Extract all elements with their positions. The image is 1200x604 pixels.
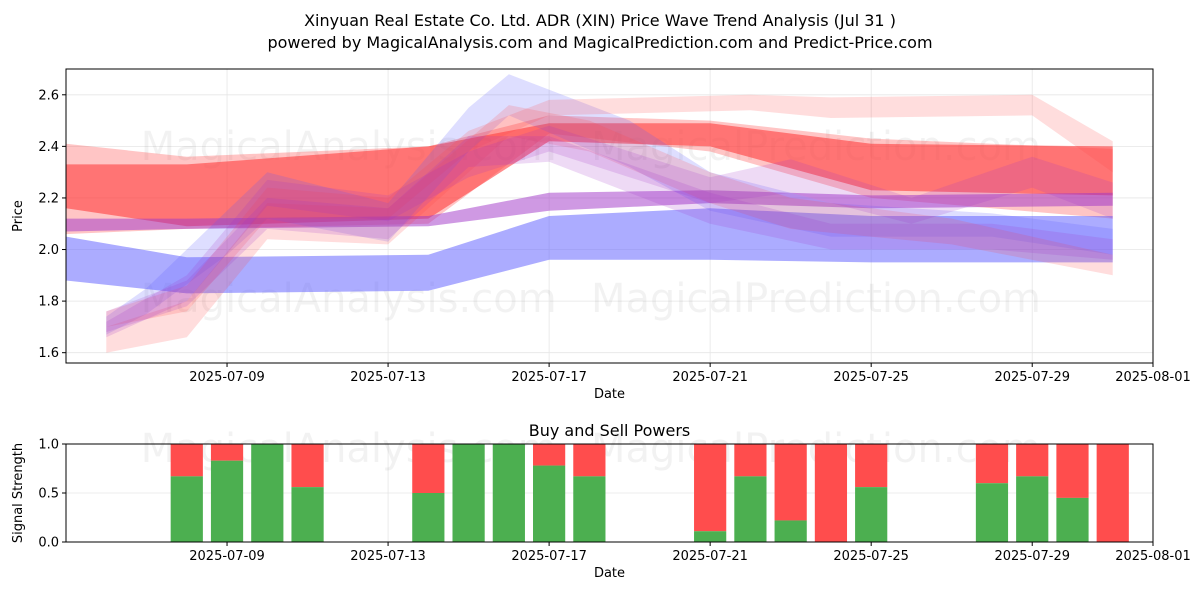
buy-bar <box>573 476 606 542</box>
y-tick-label: 2.4 <box>38 140 59 155</box>
price-panel: MagicalAnalysis.comMagicalPrediction.com… <box>11 68 1191 402</box>
x-tick-label: 2025-07-29 <box>994 549 1070 564</box>
buy-bar <box>170 476 203 542</box>
wave-band-blue <box>106 74 1113 335</box>
signal-panel: MagicalAnalysis.comMagicalPrediction.com… <box>11 421 1191 581</box>
buy-bar <box>734 476 767 542</box>
buy-bar <box>492 444 525 542</box>
x-tick-label: 2025-07-13 <box>350 370 426 385</box>
y-tick-label: 2.0 <box>38 243 59 258</box>
buy-bar <box>855 487 888 542</box>
wave-band-blue <box>66 208 1113 294</box>
buy-bar <box>694 531 727 542</box>
x-axis-label: Date <box>594 387 625 402</box>
sell-bar <box>170 444 203 477</box>
wave-bands <box>66 74 1113 353</box>
sell-bar <box>291 444 324 488</box>
x-tick-label: 2025-07-09 <box>189 549 265 564</box>
buy-bar <box>975 483 1009 542</box>
buy-bar <box>774 520 807 542</box>
chart-title-line2: powered by MagicalAnalysis.com and Magic… <box>267 33 932 52</box>
buy-bar <box>251 444 284 542</box>
chart-title-line1: Xinyuan Real Estate Co. Ltd. ADR (XIN) P… <box>304 11 896 30</box>
sell-bar <box>694 444 727 532</box>
sell-bar <box>734 444 767 477</box>
buy-bar <box>210 460 244 542</box>
x-tick-label: 2025-07-09 <box>189 370 265 385</box>
sell-bar <box>210 444 244 461</box>
sell-bar <box>855 444 888 488</box>
wave-band-purple <box>106 125 1113 338</box>
buy-bar <box>533 465 566 542</box>
sell-bar <box>412 444 445 493</box>
sell-bar <box>1056 444 1089 498</box>
sell-bar <box>814 444 848 542</box>
x-tick-label: 2025-07-17 <box>511 549 587 564</box>
wave-band-red <box>66 123 1113 227</box>
wave-band-purple <box>66 190 1113 232</box>
sell-bar <box>573 444 606 477</box>
watermark-text: MagicalPrediction.com <box>591 276 1041 322</box>
y-tick-label: 1.0 <box>38 438 59 453</box>
x-tick-label: 2025-07-17 <box>511 370 587 385</box>
buy-bar <box>291 487 324 542</box>
y-tick-label: 2.6 <box>38 88 59 103</box>
wave-band-purple <box>106 136 1113 333</box>
sell-bar <box>533 444 566 466</box>
wave-band-red <box>66 115 1113 235</box>
buy-bar <box>452 444 485 542</box>
y-tick-label: 0.0 <box>38 536 59 551</box>
buy-bar <box>1056 497 1089 542</box>
buy-bar <box>412 493 445 542</box>
y-tick-label: 1.8 <box>38 295 59 310</box>
x-tick-label: 2025-07-25 <box>833 549 909 564</box>
y-axis: 0.0 0.5 1.0 Signal Strength <box>11 438 66 551</box>
buy-bar <box>1016 476 1049 542</box>
plot-frame <box>65 68 1154 364</box>
x-tick-label: 2025-07-13 <box>350 549 426 564</box>
y-axis-label: Price <box>11 200 26 232</box>
x-tick-label: 2025-07-21 <box>672 370 748 385</box>
sell-bar <box>1016 444 1049 477</box>
x-axis-label: Date <box>594 566 625 581</box>
wave-band-red <box>106 94 1113 327</box>
x-tick-label: 2025-07-25 <box>833 370 909 385</box>
x-tick-label: 2025-07-29 <box>994 370 1070 385</box>
y-tick-label: 2.2 <box>38 191 59 206</box>
x-tick-label: 2025-08-01 <box>1115 370 1191 385</box>
y-tick-label: 1.6 <box>38 346 59 361</box>
sell-bar <box>1096 444 1129 542</box>
signal-bars <box>170 444 1129 542</box>
sell-bar <box>975 444 1009 484</box>
wave-band-red <box>106 105 1113 353</box>
y-axis-label: Signal Strength <box>11 443 26 543</box>
x-tick-label: 2025-08-01 <box>1115 549 1191 564</box>
x-tick-label: 2025-07-21 <box>672 549 748 564</box>
panel-title: Buy and Sell Powers <box>529 421 691 440</box>
y-tick-label: 0.5 <box>38 487 59 502</box>
y-axis: 1.6 1.8 2.0 2.2 2.4 2.6 Price <box>11 88 66 361</box>
watermark-text: MagicalAnalysis.com <box>141 426 557 472</box>
x-axis: 2025-07-09 2025-07-13 2025-07-17 2025-07-21… <box>189 542 1191 581</box>
x-axis: 2025-07-09 2025-07-13 2025-07-17 2025-07-21… <box>189 363 1191 402</box>
sell-bar <box>774 444 807 521</box>
